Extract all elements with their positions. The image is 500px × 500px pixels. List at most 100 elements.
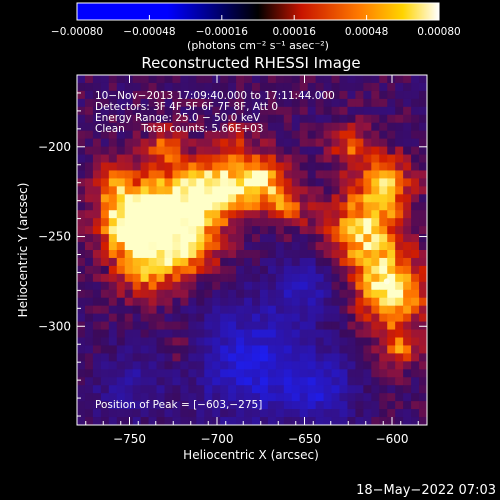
heatmap-cell xyxy=(252,234,261,243)
heatmap-cell xyxy=(204,154,213,164)
heatmap-cell xyxy=(395,130,404,140)
heatmap-cell xyxy=(92,170,102,179)
heatmap-cell xyxy=(77,186,86,195)
heatmap-cell xyxy=(299,218,309,227)
heatmap-cell xyxy=(363,289,372,299)
heatmap-cell xyxy=(100,250,110,259)
heatmap-cell xyxy=(371,178,380,187)
heatmap-cell xyxy=(116,130,126,140)
heatmap-cell xyxy=(92,393,102,402)
heatmap-cell xyxy=(108,242,118,251)
heatmap-cell xyxy=(84,361,94,370)
heatmap-cell xyxy=(92,250,102,259)
heatmap-cell xyxy=(267,337,277,347)
heatmap-cell xyxy=(363,194,372,203)
heatmap-cell xyxy=(275,122,285,132)
heatmap-cell xyxy=(244,202,253,211)
heatmap-cell xyxy=(323,154,333,164)
heatmap-cell xyxy=(164,242,174,251)
heatmap-cell xyxy=(307,305,317,315)
heatmap-cell xyxy=(172,90,181,100)
heatmap-cell xyxy=(228,122,237,132)
heatmap-cell xyxy=(355,210,364,219)
heatmap-cell xyxy=(267,106,277,116)
heatmap-cell xyxy=(220,130,229,140)
heatmap-cell xyxy=(347,329,356,339)
heatmap-cell xyxy=(363,257,372,267)
heatmap-cell xyxy=(244,82,253,92)
heatmap-cell xyxy=(77,170,86,179)
heatmap-cell xyxy=(259,234,269,243)
heatmap-cell xyxy=(228,234,237,243)
heatmap-cell xyxy=(291,210,301,219)
heatmap-cell xyxy=(84,305,94,315)
heatmap-cell xyxy=(140,273,150,283)
heatmap-cell xyxy=(347,202,356,211)
heatmap-cell xyxy=(188,257,197,267)
heatmap-cell xyxy=(228,242,237,251)
heatmap-cell xyxy=(379,369,388,378)
heatmap-cell xyxy=(228,353,237,362)
heatmap-cell xyxy=(355,122,364,132)
heatmap-cell xyxy=(307,345,317,354)
heatmap-cell xyxy=(196,154,205,164)
heatmap-cell xyxy=(228,361,237,370)
heatmap-cell xyxy=(172,393,181,402)
heatmap-cell xyxy=(395,409,404,418)
x-tick-label: −750 xyxy=(113,432,146,446)
heatmap-cell xyxy=(252,329,261,339)
heatmap-cell xyxy=(363,146,372,156)
heatmap-cell xyxy=(379,289,388,299)
heatmap-cell xyxy=(204,281,213,291)
heatmap-cell xyxy=(92,281,102,291)
heatmap-cell xyxy=(371,170,380,179)
heatmap-cell xyxy=(204,337,213,347)
heatmap-cell xyxy=(156,385,166,394)
heatmap-cell xyxy=(108,154,118,164)
heatmap-cell xyxy=(299,409,309,418)
heatmap-cell xyxy=(379,130,388,140)
heatmap-cell xyxy=(371,250,380,259)
heatmap-cell xyxy=(196,289,205,299)
heatmap-cell xyxy=(164,313,174,323)
heatmap-cell xyxy=(172,75,181,84)
heatmap-cell xyxy=(339,401,349,410)
heatmap-cell xyxy=(275,313,285,323)
heatmap-cell xyxy=(315,82,325,92)
heatmap-cell xyxy=(403,82,412,92)
heatmap-cell xyxy=(403,90,412,100)
heatmap-cell xyxy=(164,321,174,331)
heatmap-cell xyxy=(315,234,325,243)
heatmap-cell xyxy=(331,417,341,425)
heatmap-cell xyxy=(92,409,102,418)
heatmap-cell xyxy=(196,106,205,116)
heatmap-cell xyxy=(188,90,197,100)
heatmap-cell xyxy=(236,250,245,259)
heatmap-cell xyxy=(355,281,364,291)
heatmap-cell xyxy=(220,106,229,116)
heatmap-cell xyxy=(387,385,396,394)
heatmap-cell xyxy=(387,265,396,275)
heatmap-cell xyxy=(411,273,420,283)
heatmap-cell xyxy=(244,265,253,275)
heatmap-cell xyxy=(228,154,237,164)
heatmap-cell xyxy=(395,202,404,211)
heatmap-cell xyxy=(347,130,356,140)
heatmap-cell xyxy=(132,377,142,386)
heatmap-cell xyxy=(100,106,110,116)
heatmap-cell xyxy=(419,186,427,195)
heatmap-cell xyxy=(77,226,86,235)
heatmap-cell xyxy=(164,305,174,315)
heatmap-cell xyxy=(148,265,158,275)
heatmap-cell xyxy=(220,186,229,195)
heatmap-cell xyxy=(196,226,205,235)
heatmap-cell xyxy=(228,90,237,100)
heatmap-cell xyxy=(172,202,181,211)
heatmap-cell xyxy=(188,377,197,386)
heatmap-cell xyxy=(339,281,349,291)
heatmap-cell xyxy=(132,289,142,299)
heatmap-cell xyxy=(307,202,317,211)
heatmap-cell xyxy=(331,98,341,108)
heatmap-cell xyxy=(156,345,166,354)
heatmap-cell xyxy=(124,385,134,394)
